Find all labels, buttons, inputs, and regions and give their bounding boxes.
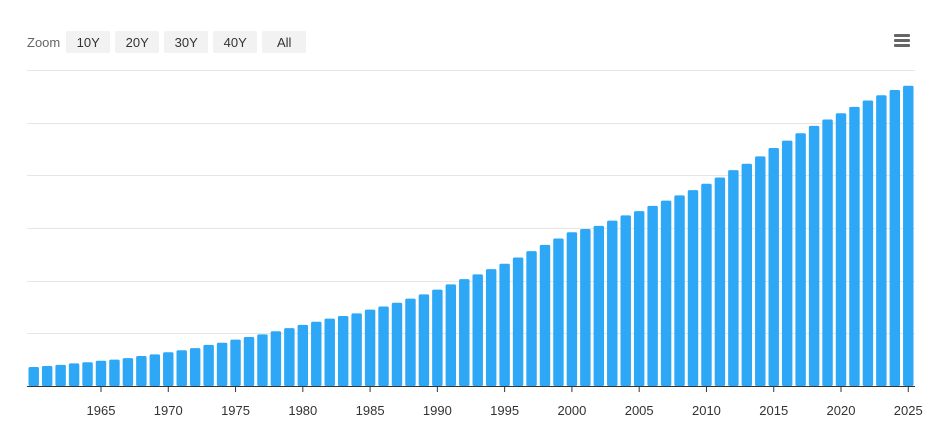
bar-2012[interactable] xyxy=(728,170,739,386)
x-tick-label: 1995 xyxy=(490,403,519,418)
bar-1992[interactable] xyxy=(459,279,470,386)
bar-2024[interactable] xyxy=(889,90,901,386)
bar-1984[interactable] xyxy=(351,313,362,386)
bar-1980[interactable] xyxy=(297,324,309,386)
bar-1966[interactable] xyxy=(109,359,120,386)
bar-1970[interactable] xyxy=(163,352,174,386)
bar-2006[interactable] xyxy=(647,205,658,386)
bar-1986[interactable] xyxy=(378,306,389,386)
x-tick-label: 1980 xyxy=(288,403,317,418)
bar-2005[interactable] xyxy=(633,211,645,386)
bar-2014[interactable] xyxy=(755,156,766,386)
x-tick-label: 2020 xyxy=(827,403,856,418)
bar-1981[interactable] xyxy=(311,321,322,386)
bar-1961[interactable] xyxy=(41,365,53,386)
x-tick-label: 1985 xyxy=(356,403,385,418)
bar-1985[interactable] xyxy=(364,309,376,386)
bar-2010[interactable] xyxy=(701,183,712,386)
x-tick-label: 2005 xyxy=(625,403,654,418)
bar-1996[interactable] xyxy=(512,257,524,386)
bar-1977[interactable] xyxy=(257,334,268,386)
bar-1973[interactable] xyxy=(203,344,214,386)
bar-1990[interactable] xyxy=(432,289,443,386)
bar-1995[interactable] xyxy=(499,263,510,386)
bar-1988[interactable] xyxy=(405,298,416,386)
x-tick-label: 1990 xyxy=(423,403,452,418)
bar-1987[interactable] xyxy=(391,302,403,386)
bar-1967[interactable] xyxy=(122,358,134,386)
bar-1997[interactable] xyxy=(526,251,537,386)
zoom-bar: Zoom 10Y 20Y 30Y 40Y All xyxy=(27,31,311,53)
zoom-30y-button[interactable]: 30Y xyxy=(164,31,209,53)
zoom-20y-button[interactable]: 20Y xyxy=(115,31,160,53)
bar-2007[interactable] xyxy=(660,200,672,386)
x-tick-label: 1965 xyxy=(87,403,116,418)
zoom-all-button[interactable]: All xyxy=(262,31,307,53)
bar-2017[interactable] xyxy=(795,133,806,386)
bar-2003[interactable] xyxy=(607,220,618,386)
zoom-label: Zoom xyxy=(27,34,61,50)
bar-1976[interactable] xyxy=(243,337,255,386)
bar-2021[interactable] xyxy=(849,106,860,387)
bar-1989[interactable] xyxy=(418,294,430,386)
bar-2008[interactable] xyxy=(674,195,685,386)
bar-1963[interactable] xyxy=(68,363,80,386)
x-tick-label: 2000 xyxy=(557,403,586,418)
x-tick-label: 1970 xyxy=(154,403,183,418)
x-tick-label: 1975 xyxy=(221,403,250,418)
bar-1999[interactable] xyxy=(553,238,564,386)
bar-2022[interactable] xyxy=(862,100,874,387)
bar-1978[interactable] xyxy=(270,331,282,386)
bar-1982[interactable] xyxy=(324,318,335,386)
bar-2004[interactable] xyxy=(620,215,631,386)
zoom-10y-button[interactable]: 10Y xyxy=(66,31,111,53)
bar-2025[interactable] xyxy=(903,85,914,387)
bar-1965[interactable] xyxy=(95,360,107,386)
x-tick-label: 2010 xyxy=(692,403,721,418)
bar-2009[interactable] xyxy=(687,190,699,386)
bar-1962[interactable] xyxy=(55,364,66,386)
bar-2011[interactable] xyxy=(714,177,726,386)
bar-1975[interactable] xyxy=(230,339,241,386)
bar-1994[interactable] xyxy=(485,269,497,386)
bars xyxy=(28,85,914,387)
bar-1968[interactable] xyxy=(136,355,147,386)
bar-2019[interactable] xyxy=(822,119,833,386)
bar-2000[interactable] xyxy=(566,232,578,386)
bar-2018[interactable] xyxy=(808,125,820,386)
bar-2023[interactable] xyxy=(876,95,887,386)
zoom-40y-button[interactable]: 40Y xyxy=(213,31,258,53)
bar-1991[interactable] xyxy=(445,284,457,386)
bar-1971[interactable] xyxy=(176,350,187,386)
x-tick-label: 2025 xyxy=(894,403,923,418)
grid-lines xyxy=(27,70,915,334)
bar-2020[interactable] xyxy=(835,113,847,386)
bar-1964[interactable] xyxy=(82,362,93,386)
bar-1960[interactable] xyxy=(28,367,39,386)
bar-1979[interactable] xyxy=(284,328,295,386)
bar-2001[interactable] xyxy=(580,229,591,386)
bar-1998[interactable] xyxy=(539,244,551,386)
x-axis: 1965 1970 1975 1980 1985 1990 1995 2000 2005 2010… xyxy=(27,386,923,418)
bar-1983[interactable] xyxy=(337,315,349,386)
bar-2013[interactable] xyxy=(741,163,753,386)
bar-1972[interactable] xyxy=(189,348,201,386)
bar-1993[interactable] xyxy=(472,274,483,386)
x-tick-label: 2015 xyxy=(759,403,788,418)
bar-2002[interactable] xyxy=(593,225,605,386)
hamburger-menu-icon[interactable] xyxy=(890,30,914,52)
bar-1969[interactable] xyxy=(149,354,161,386)
bar-2016[interactable] xyxy=(781,140,793,386)
bar-2015[interactable] xyxy=(768,147,779,386)
bar-1974[interactable] xyxy=(216,342,228,386)
